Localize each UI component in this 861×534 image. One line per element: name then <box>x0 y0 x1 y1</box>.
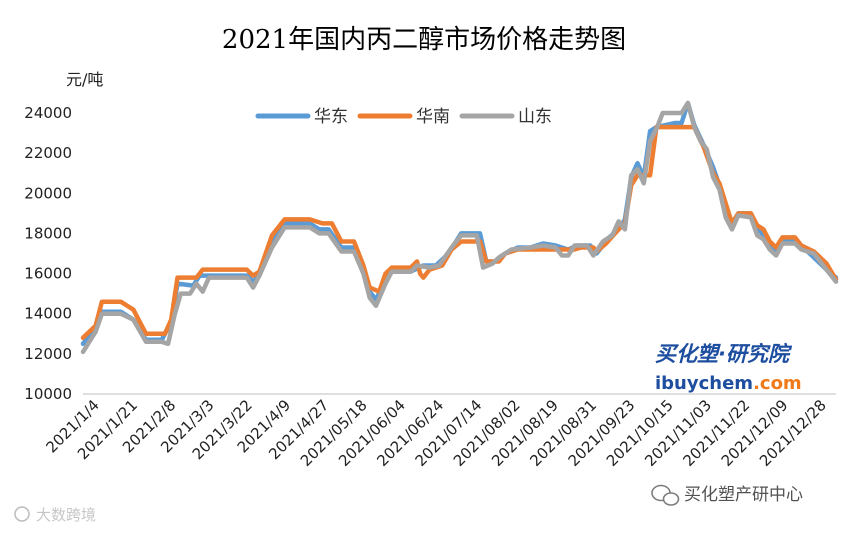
y-axis: 10000 12000 14000 16000 18000 20000 22000 24000 <box>24 104 72 403</box>
wechat-icon <box>651 484 680 506</box>
series-line-huadong <box>80 100 839 347</box>
legend-label: 华东 <box>314 107 348 127</box>
y-tick-label: 14000 <box>24 305 72 323</box>
series-line-huanan <box>80 124 839 341</box>
y-tick-label: 16000 <box>24 265 72 283</box>
wechat-watermark: 买化塑产研中心 <box>651 484 803 506</box>
y-tick-label: 10000 <box>24 385 72 403</box>
plot-area <box>80 100 839 355</box>
x-axis: 2021/1/42021/1/212021/2/82021/3/32021/3/… <box>42 396 829 470</box>
brand-url: ibuychem.com <box>655 373 802 394</box>
y-tick-label: 12000 <box>24 345 72 363</box>
y-tick-label: 22000 <box>24 144 72 162</box>
chart-title: 2021年国内丙二醇市场价格走势图 <box>222 25 626 55</box>
series-line-shandong <box>80 100 839 355</box>
wechat-account-name: 买化塑产研中心 <box>684 485 803 505</box>
y-tick-label: 18000 <box>24 224 72 242</box>
brand-watermark: 买化塑·研究院 ibuychem.com <box>655 342 802 394</box>
brand-url-prefix: ibuychem <box>655 373 753 394</box>
bottom-left-watermark: 大数跨境 <box>14 506 96 524</box>
watermark-logo-icon <box>14 506 30 522</box>
brand-url-suffix: .com <box>753 373 802 394</box>
legend-label: 华南 <box>416 107 450 127</box>
brand-name-cn: 买化塑·研究院 <box>655 342 793 366</box>
legend-label: 山东 <box>518 107 552 127</box>
watermark-text: 大数跨境 <box>36 506 96 524</box>
y-tick-label: 20000 <box>24 184 72 202</box>
y-axis-unit: 元/吨 <box>66 70 103 89</box>
y-tick-label: 24000 <box>24 104 72 122</box>
legend: 华东 华南 山东 <box>255 107 552 127</box>
